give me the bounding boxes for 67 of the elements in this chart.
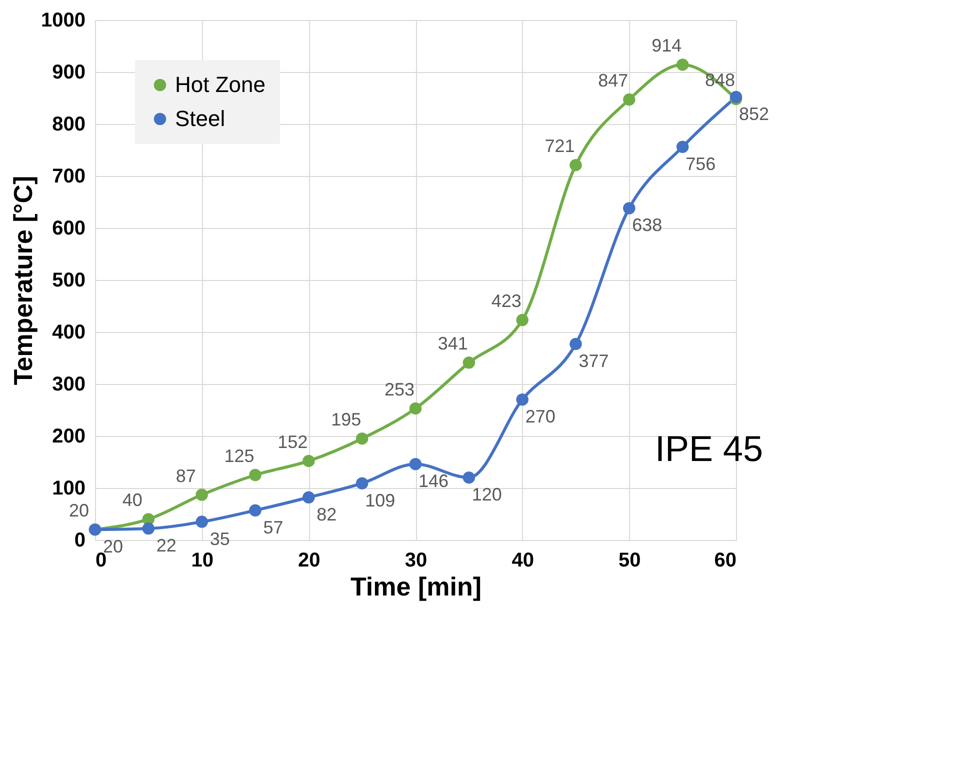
data-label: 638 [632,215,662,236]
x-tick-label: 10 [191,550,214,572]
data-label: 40 [122,490,142,510]
y-tick-label: 0 [74,530,86,552]
point [676,58,689,71]
data-label: 22 [156,536,176,556]
point [356,432,368,445]
legend-label: Hot Zone [175,72,266,97]
y-tick-label: 500 [52,270,86,292]
point [516,393,528,406]
point [302,454,315,468]
data-label: 125 [224,446,254,466]
y-tick-label: 900 [52,62,86,84]
data-label: 195 [331,410,362,430]
point [623,202,636,214]
data-label: 82 [316,504,337,524]
legend-label: Steel [175,106,226,131]
y-tick-label: 700 [52,166,86,188]
y-tick-label: 400 [52,322,86,344]
point [516,314,528,326]
point [676,140,689,153]
point [462,356,476,369]
data-label: 57 [263,517,284,538]
x-axis-title: Time [min] [350,572,482,602]
point [142,522,155,535]
data-label: 756 [686,154,716,174]
y-tick-label: 1000 [41,10,86,32]
y-tick-label: 600 [52,218,86,240]
point [302,491,315,504]
point [409,402,422,415]
data-label: 914 [652,36,682,56]
data-label: 377 [578,350,609,371]
y-tick-label: 300 [52,374,86,396]
x-tick-label: 60 [714,550,736,572]
point [249,468,262,482]
data-label: 120 [472,484,502,505]
y-tick-label: 800 [52,114,86,136]
point [196,488,208,501]
annotation: IPE 45 [655,428,764,469]
x-tick-label: 50 [618,550,641,572]
data-label: 35 [210,528,230,549]
data-label: 146 [418,471,449,492]
point [196,516,208,528]
data-label: 152 [278,432,308,452]
data-label: 20 [68,500,90,521]
point [356,477,368,490]
x-tick-label: 30 [404,550,428,572]
x-tick-label: 40 [512,550,534,572]
point [249,504,262,516]
data-label: 341 [438,334,468,354]
y-axis-title: Temperature [°C] [8,176,38,386]
data-label: 721 [544,136,575,156]
x-tick-label: 20 [298,550,320,572]
data-label: 847 [598,70,628,91]
point [570,338,582,350]
y-tick-label: 100 [52,478,86,500]
point [570,158,582,172]
data-label: 253 [384,379,415,400]
y-tick-label: 200 [52,426,86,448]
point [623,93,636,106]
data-label: 87 [176,466,196,486]
data-label: 423 [491,291,522,312]
data-label: 270 [525,406,556,427]
data-label: 109 [365,490,396,510]
data-label: 852 [738,104,770,124]
point [409,458,422,470]
point [462,471,476,484]
